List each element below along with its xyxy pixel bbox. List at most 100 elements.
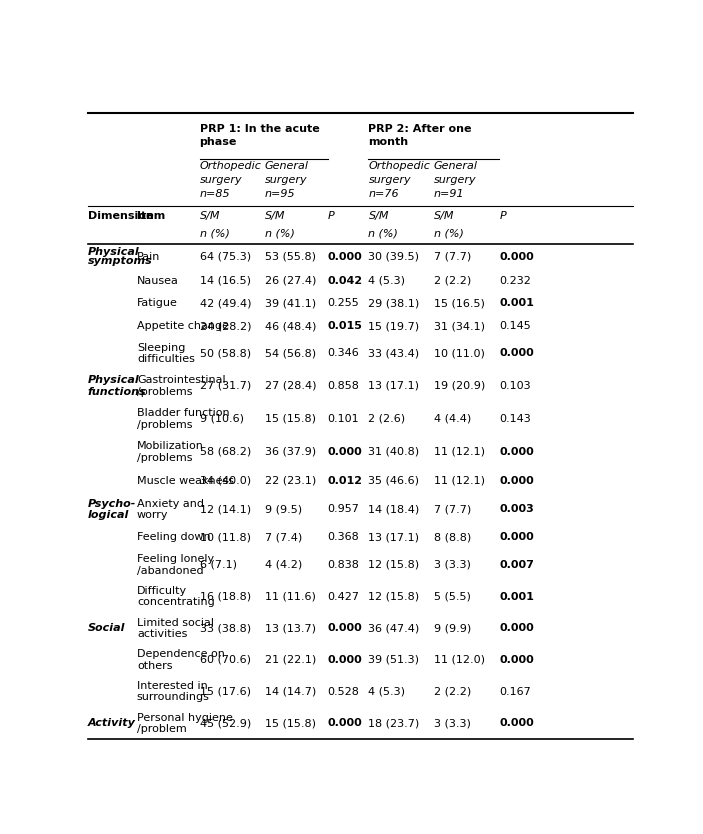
Text: 0.001: 0.001 (499, 591, 534, 601)
Text: 31 (40.8): 31 (40.8) (368, 447, 420, 457)
Text: Mobilization: Mobilization (137, 440, 204, 450)
Text: 33 (38.8): 33 (38.8) (200, 623, 251, 633)
Text: Psycho-: Psycho- (88, 499, 136, 509)
Text: 31 (34.1): 31 (34.1) (434, 321, 485, 331)
Text: 3 (3.3): 3 (3.3) (434, 718, 471, 728)
Text: 27 (28.4): 27 (28.4) (265, 381, 316, 391)
Text: 39 (41.1): 39 (41.1) (265, 299, 316, 309)
Text: S/M: S/M (265, 211, 285, 221)
Text: activities: activities (137, 629, 187, 639)
Text: difficulties: difficulties (137, 354, 195, 364)
Text: 0.042: 0.042 (328, 276, 363, 286)
Text: P: P (328, 211, 335, 221)
Text: 0.015: 0.015 (328, 321, 363, 331)
Text: 2 (2.2): 2 (2.2) (434, 276, 471, 286)
Text: 15 (15.8): 15 (15.8) (265, 718, 316, 728)
Text: Feeling lonely: Feeling lonely (137, 555, 214, 565)
Text: 14 (16.5): 14 (16.5) (200, 276, 250, 286)
Text: phase: phase (200, 137, 237, 147)
Text: 10 (11.8): 10 (11.8) (200, 532, 250, 542)
Text: 4 (4.4): 4 (4.4) (434, 414, 471, 424)
Text: 29 (38.1): 29 (38.1) (368, 299, 420, 309)
Text: 12 (15.8): 12 (15.8) (368, 591, 420, 601)
Text: 11 (12.1): 11 (12.1) (434, 475, 485, 485)
Text: 10 (11.0): 10 (11.0) (434, 349, 484, 359)
Text: Fatigue: Fatigue (137, 299, 178, 309)
Text: Bladder function: Bladder function (137, 408, 230, 418)
Text: /problems: /problems (137, 387, 193, 397)
Text: 14 (18.4): 14 (18.4) (368, 505, 420, 515)
Text: 9 (9.9): 9 (9.9) (434, 623, 471, 633)
Text: 9 (9.5): 9 (9.5) (265, 505, 302, 515)
Text: 0.427: 0.427 (328, 591, 360, 601)
Text: n=85: n=85 (200, 189, 230, 199)
Text: 0.000: 0.000 (499, 623, 534, 633)
Text: Dependence on: Dependence on (137, 649, 225, 659)
Text: 2 (2.2): 2 (2.2) (434, 686, 471, 696)
Text: surgery: surgery (200, 175, 243, 185)
Text: 0.000: 0.000 (328, 623, 362, 633)
Text: n (%): n (%) (434, 229, 464, 239)
Text: 7 (7.7): 7 (7.7) (434, 505, 471, 515)
Text: n=91: n=91 (434, 189, 465, 199)
Text: Social: Social (88, 623, 125, 633)
Text: Interested in: Interested in (137, 681, 207, 691)
Text: n=95: n=95 (265, 189, 295, 199)
Text: 0.000: 0.000 (499, 475, 534, 485)
Text: 7 (7.7): 7 (7.7) (434, 252, 471, 262)
Text: 11 (12.1): 11 (12.1) (434, 447, 485, 457)
Text: 16 (18.8): 16 (18.8) (200, 591, 251, 601)
Text: surgery: surgery (265, 175, 308, 185)
Text: 0.000: 0.000 (328, 655, 362, 665)
Text: 58 (68.2): 58 (68.2) (200, 447, 251, 457)
Text: /problems: /problems (137, 453, 193, 463)
Text: S/M: S/M (368, 211, 389, 221)
Text: 45 (52.9): 45 (52.9) (200, 718, 251, 728)
Text: 33 (43.4): 33 (43.4) (368, 349, 420, 359)
Text: 0.167: 0.167 (499, 686, 531, 696)
Text: n (%): n (%) (200, 229, 229, 239)
Text: 14 (14.7): 14 (14.7) (265, 686, 316, 696)
Text: 0.000: 0.000 (499, 252, 534, 262)
Text: General: General (265, 161, 309, 171)
Text: functions: functions (88, 387, 146, 397)
Text: 15 (17.6): 15 (17.6) (200, 686, 250, 696)
Text: /problem: /problem (137, 724, 187, 734)
Text: 0.000: 0.000 (328, 252, 362, 262)
Text: 0.000: 0.000 (328, 718, 362, 728)
Text: n=76: n=76 (368, 189, 399, 199)
Text: 15 (16.5): 15 (16.5) (434, 299, 484, 309)
Text: 8 (8.8): 8 (8.8) (434, 532, 471, 542)
Text: 36 (37.9): 36 (37.9) (265, 447, 316, 457)
Text: 64 (75.3): 64 (75.3) (200, 252, 251, 262)
Text: Dimension: Dimension (88, 211, 154, 221)
Text: General: General (434, 161, 478, 171)
Text: 7 (7.4): 7 (7.4) (265, 532, 302, 542)
Text: Orthopedic: Orthopedic (368, 161, 430, 171)
Text: 15 (15.8): 15 (15.8) (265, 414, 316, 424)
Text: 39 (51.3): 39 (51.3) (368, 655, 420, 665)
Text: Gastrointestinal: Gastrointestinal (137, 374, 226, 384)
Text: Muscle weakness: Muscle weakness (137, 475, 234, 485)
Text: 13 (13.7): 13 (13.7) (265, 623, 316, 633)
Text: 0.346: 0.346 (328, 349, 359, 359)
Text: worry: worry (137, 510, 169, 520)
Text: 0.101: 0.101 (328, 414, 359, 424)
Text: 42 (49.4): 42 (49.4) (200, 299, 251, 309)
Text: symptoms: symptoms (88, 256, 153, 266)
Text: 0.000: 0.000 (328, 447, 362, 457)
Text: n (%): n (%) (368, 229, 399, 239)
Text: 0.232: 0.232 (499, 276, 531, 286)
Text: 12 (15.8): 12 (15.8) (368, 560, 420, 570)
Text: 0.143: 0.143 (499, 414, 531, 424)
Text: 0.001: 0.001 (499, 299, 534, 309)
Text: 13 (17.1): 13 (17.1) (368, 532, 420, 542)
Text: 0.000: 0.000 (499, 718, 534, 728)
Text: PRP 2: After one: PRP 2: After one (368, 124, 472, 134)
Text: 0.957: 0.957 (328, 505, 359, 515)
Text: P: P (499, 211, 506, 221)
Text: 6 (7.1): 6 (7.1) (200, 560, 237, 570)
Text: Physical: Physical (88, 247, 140, 257)
Text: Feeling down: Feeling down (137, 532, 210, 542)
Text: 4 (5.3): 4 (5.3) (368, 686, 406, 696)
